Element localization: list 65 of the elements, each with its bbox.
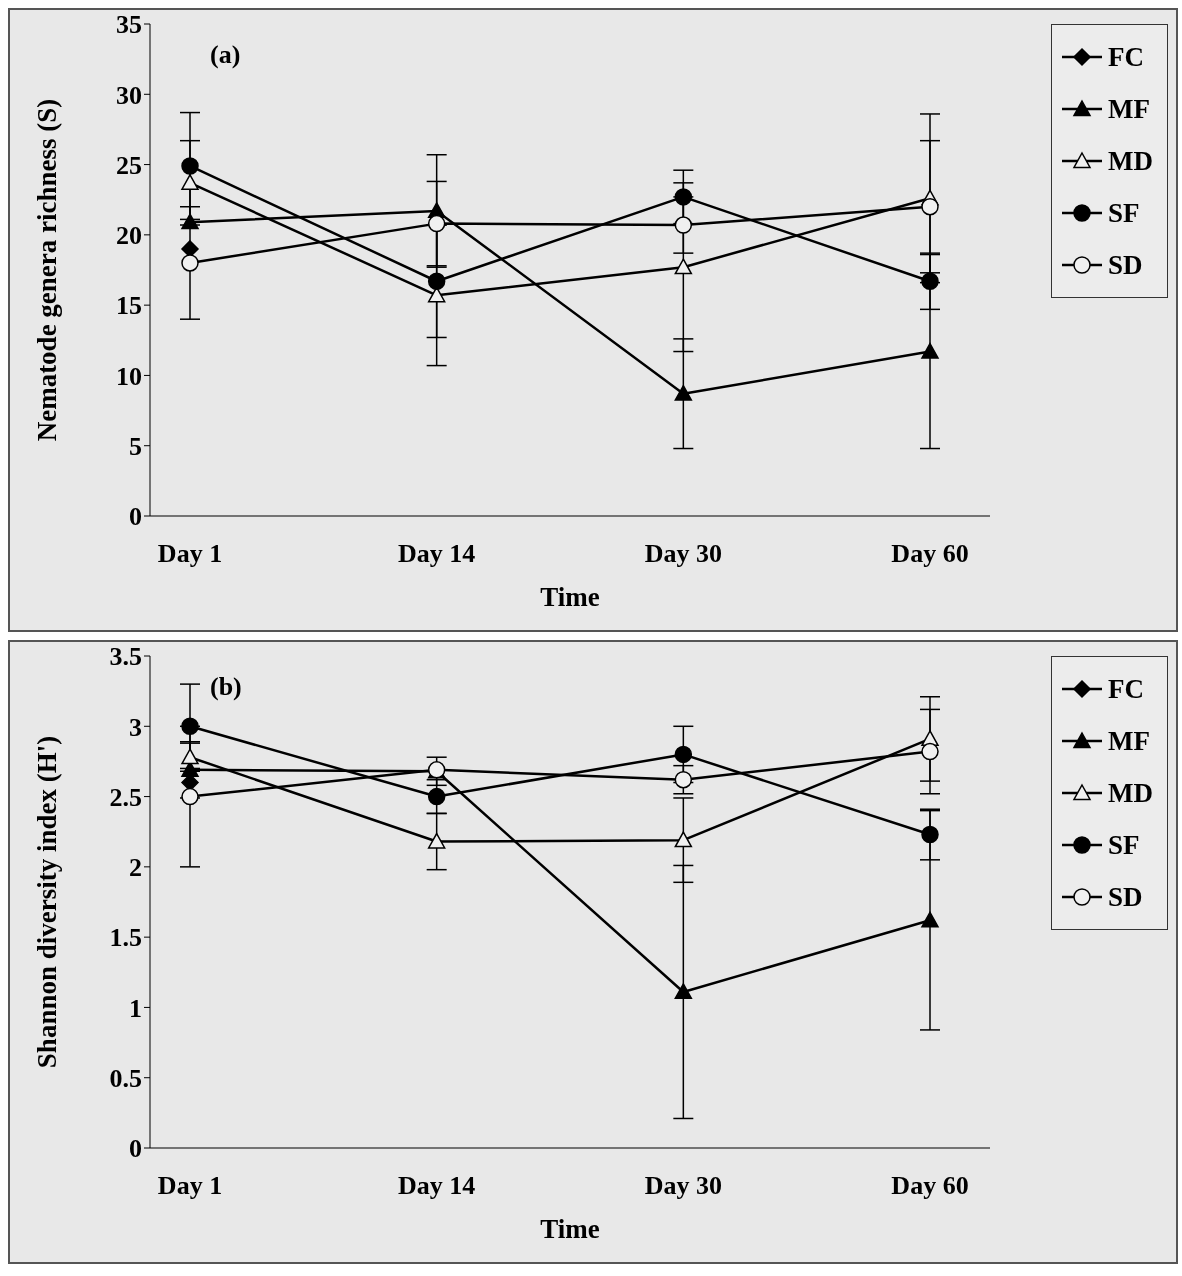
legend-label: FC (1108, 673, 1145, 705)
x-axis-title: Time (540, 582, 600, 612)
point (921, 272, 939, 290)
y-tick-label: 2 (129, 853, 142, 883)
y-tick-label: 5 (129, 431, 142, 461)
point (181, 157, 199, 175)
point (181, 787, 199, 806)
y-tick-label: 3 (129, 712, 142, 742)
legend-label: MD (1108, 777, 1153, 809)
x-tick-label: Day 30 (644, 539, 722, 569)
legend-label: SD (1108, 249, 1143, 281)
point (674, 745, 693, 764)
point (921, 825, 939, 844)
point (674, 831, 693, 848)
point (921, 911, 939, 928)
x-tick-label: Day 30 (644, 1171, 722, 1201)
annotation: (a) (210, 40, 241, 70)
y-tick-label: 1 (129, 993, 142, 1023)
annotation: (b) (210, 672, 242, 702)
point (181, 717, 199, 736)
x-tick-label: Day 1 (157, 539, 223, 569)
y-tick-label: 10 (116, 361, 142, 391)
point (674, 188, 693, 206)
y-axis-title: Shannon diversity index (H') (31, 735, 62, 1069)
point (921, 742, 939, 761)
y-tick-label: 25 (116, 150, 142, 180)
y-axis-title: Nematode genera richness (S) (31, 98, 62, 442)
y-tick-label: 2.5 (109, 782, 142, 812)
legend-label: MF (1108, 93, 1150, 125)
legend-label: SD (1108, 881, 1143, 913)
point (674, 216, 693, 234)
point (181, 174, 199, 190)
x-tick-label: Day 60 (891, 1171, 969, 1201)
x-tick-label: Day 60 (891, 539, 969, 569)
x-tick-label: Day 1 (157, 1171, 223, 1201)
legend-label: SF (1108, 829, 1140, 861)
point (921, 342, 939, 359)
y-tick-label: 3.5 (109, 642, 142, 672)
y-tick-label: 30 (116, 80, 142, 110)
x-tick-label: Day 14 (398, 1171, 476, 1201)
y-tick-label: 0.5 (109, 1063, 142, 1093)
point (921, 197, 939, 216)
legend-label: SF (1108, 197, 1140, 229)
point (674, 384, 693, 401)
point (181, 254, 199, 272)
point (427, 787, 446, 806)
legend-label: MF (1108, 725, 1150, 757)
point (427, 272, 446, 290)
legend-label: FC (1108, 41, 1145, 73)
point (181, 748, 199, 765)
y-tick-label: 0 (129, 1134, 142, 1164)
point (674, 258, 693, 275)
y-tick-label: 35 (116, 10, 142, 40)
point (674, 983, 693, 1000)
point (181, 213, 199, 230)
y-tick-label: 20 (116, 221, 142, 251)
y-tick-label: 1.5 (109, 923, 142, 953)
y-tick-label: 15 (116, 291, 142, 321)
point (427, 214, 446, 233)
y-tick-label: 0 (129, 502, 142, 532)
x-tick-label: Day 14 (398, 539, 476, 569)
x-axis-title: Time (540, 1214, 600, 1244)
legend-label: MD (1108, 145, 1153, 177)
point (427, 832, 446, 849)
point (674, 770, 693, 789)
